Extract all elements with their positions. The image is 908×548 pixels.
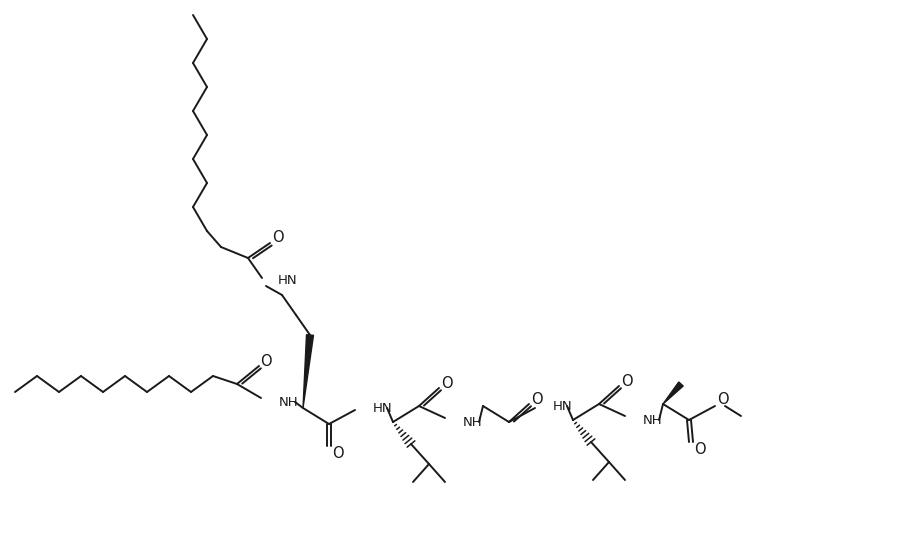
Text: O: O <box>695 442 706 456</box>
Polygon shape <box>663 382 683 404</box>
Text: O: O <box>717 392 729 408</box>
Text: O: O <box>531 391 543 407</box>
Text: O: O <box>621 374 633 389</box>
Text: NH: NH <box>279 396 299 408</box>
Text: NH: NH <box>643 414 663 426</box>
Text: NH: NH <box>463 415 483 429</box>
Text: HN: HN <box>278 273 298 287</box>
Text: HN: HN <box>553 399 573 413</box>
Text: O: O <box>332 446 344 460</box>
Text: HN: HN <box>373 402 392 414</box>
Polygon shape <box>303 335 313 408</box>
Text: O: O <box>261 353 271 368</box>
Text: O: O <box>441 375 453 391</box>
Text: O: O <box>272 231 284 246</box>
